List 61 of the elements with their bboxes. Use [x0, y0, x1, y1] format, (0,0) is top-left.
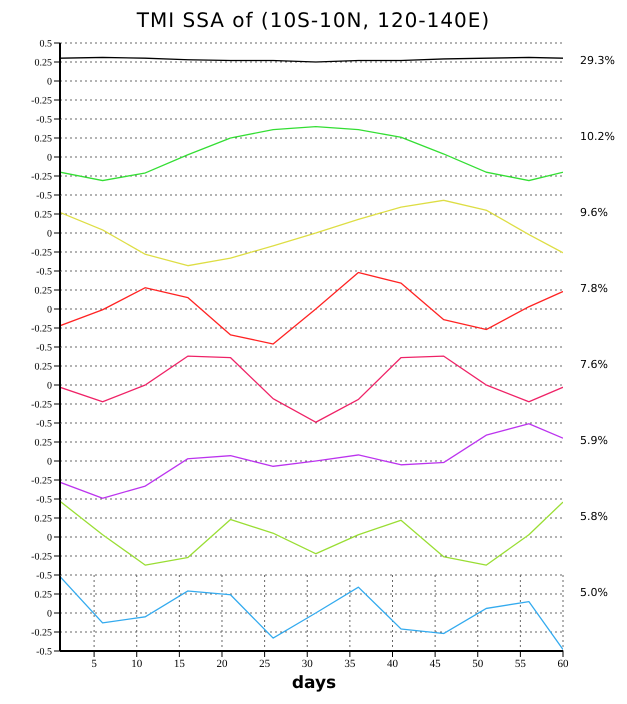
y-tick-label: 0.25	[34, 438, 52, 449]
y-tick-label: -0.5	[36, 266, 52, 278]
y-tick-label: 0	[47, 304, 52, 316]
line-series	[60, 423, 563, 499]
x-tick-label: 40	[386, 658, 398, 670]
text: 29.3%	[580, 54, 615, 67]
y-tick-label: -0.25	[31, 628, 52, 639]
line-series	[60, 272, 563, 345]
y-tick-label: 0.25	[34, 286, 52, 297]
x-tick-label: 55	[514, 658, 526, 670]
text: 5.0%	[580, 586, 608, 599]
text: 7.6%	[580, 358, 608, 371]
x-tick-label: 45	[430, 658, 442, 670]
x-tick-label: 5	[91, 658, 98, 670]
y-tick-label: 0	[47, 380, 52, 392]
y-tick-label: 0.25	[34, 134, 52, 145]
line-series	[60, 200, 563, 266]
x-tick-label: 30	[302, 658, 314, 670]
x-tick-label: 25	[259, 658, 271, 670]
x-tick-label: 20	[216, 658, 228, 670]
y-tick-label: -0.25	[31, 96, 52, 107]
y-tick-label: -0.5	[36, 114, 52, 126]
text: 5.9%	[580, 434, 608, 447]
x-tick-label: 10	[131, 658, 143, 670]
y-tick-label: 0	[47, 76, 52, 88]
y-tick-label: -0.25	[31, 476, 52, 487]
y-tick-label: 0.25	[34, 514, 52, 525]
text: 10.2%	[580, 130, 615, 143]
line-series	[60, 500, 563, 566]
y-tick-label: -0.25	[31, 552, 52, 563]
y-tick-label: 0	[47, 608, 52, 620]
y-tick-label: -0.25	[31, 172, 52, 183]
chart-title: TMI SSA of (10S-10N, 120-140E)	[136, 8, 492, 34]
x-tick-label: 60	[558, 658, 569, 670]
y-tick-label: -0.5	[36, 494, 52, 506]
y-tick-label: 0.5	[40, 38, 52, 50]
x-axis-title: days	[290, 673, 338, 693]
y-tick-label: -0.5	[36, 418, 52, 430]
y-tick-label: 0.25	[34, 58, 52, 69]
line-series	[60, 355, 563, 423]
y-tick-label: 0	[47, 532, 52, 544]
y-tick-label: 0	[47, 152, 52, 164]
text: 7.8%	[580, 282, 608, 295]
y-tick-label: 0.25	[34, 590, 52, 601]
x-tick-label: 50	[472, 658, 484, 670]
y-tick-label: -0.5	[36, 570, 52, 582]
y-tick-label: -0.25	[31, 400, 52, 411]
y-tick-label: -0.25	[31, 324, 52, 335]
x-tick-label: 15	[174, 658, 186, 670]
y-tick-label: -0.25	[31, 248, 52, 259]
y-tick-label: -0.5	[36, 342, 52, 354]
y-tick-label: 0	[47, 228, 52, 240]
x-tick-label: 35	[344, 658, 356, 670]
y-tick-label: -0.5	[36, 646, 52, 658]
text: 5.8%	[580, 510, 608, 523]
text: 9.6%	[580, 206, 608, 219]
y-tick-label: -0.5	[36, 190, 52, 202]
y-tick-label: 0.25	[34, 210, 52, 221]
y-tick-label: 0	[47, 456, 52, 468]
y-tick-label: 0.25	[34, 362, 52, 373]
line-series	[60, 126, 563, 182]
